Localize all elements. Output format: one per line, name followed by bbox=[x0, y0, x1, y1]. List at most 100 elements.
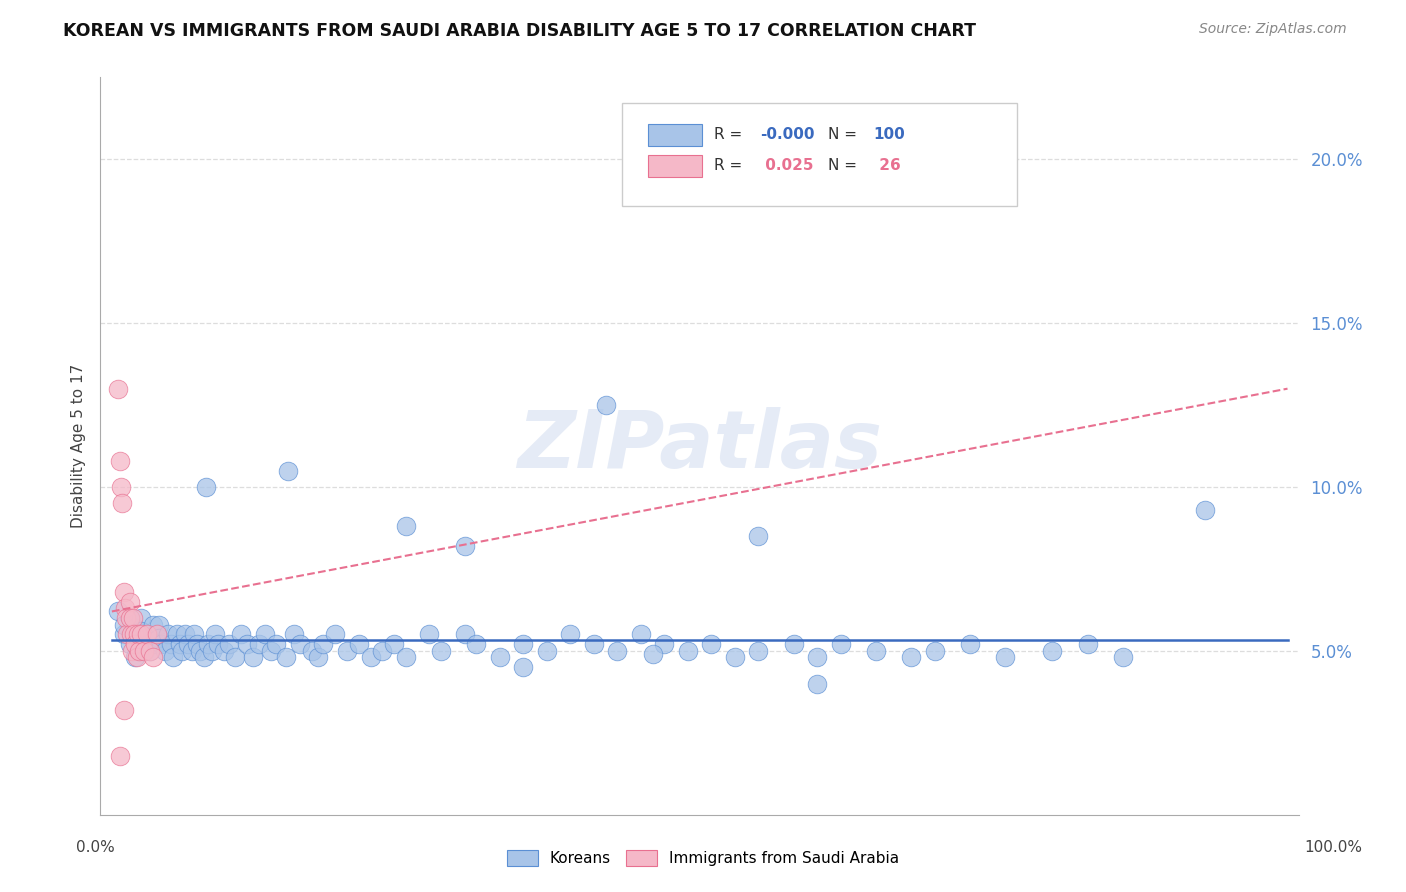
Point bbox=[924, 644, 946, 658]
Point bbox=[118, 637, 141, 651]
Point bbox=[1040, 644, 1063, 658]
Point bbox=[150, 637, 173, 651]
Point bbox=[360, 650, 382, 665]
Point bbox=[724, 650, 747, 665]
Point bbox=[122, 611, 145, 625]
Point bbox=[173, 627, 195, 641]
Point bbox=[641, 647, 664, 661]
Text: R =: R = bbox=[714, 159, 747, 173]
Point bbox=[188, 644, 211, 658]
Point bbox=[128, 644, 150, 658]
Text: 0.025: 0.025 bbox=[759, 159, 813, 173]
Point bbox=[453, 627, 475, 641]
Point bbox=[247, 637, 270, 651]
Point bbox=[806, 676, 828, 690]
Point bbox=[193, 650, 215, 665]
Point bbox=[395, 650, 418, 665]
Text: ZIPatlas: ZIPatlas bbox=[517, 407, 882, 485]
Text: KOREAN VS IMMIGRANTS FROM SAUDI ARABIA DISABILITY AGE 5 TO 17 CORRELATION CHART: KOREAN VS IMMIGRANTS FROM SAUDI ARABIA D… bbox=[63, 22, 976, 40]
Point bbox=[1112, 650, 1135, 665]
Point bbox=[118, 594, 141, 608]
Point bbox=[194, 480, 217, 494]
Point bbox=[111, 496, 134, 510]
FancyBboxPatch shape bbox=[648, 155, 702, 177]
Point bbox=[138, 644, 160, 658]
Legend: Koreans, Immigrants from Saudi Arabia: Koreans, Immigrants from Saudi Arabia bbox=[499, 842, 907, 873]
Point bbox=[204, 627, 226, 641]
Point bbox=[169, 637, 191, 651]
Point bbox=[347, 637, 370, 651]
Point bbox=[120, 627, 142, 641]
Point bbox=[112, 584, 135, 599]
Point bbox=[107, 604, 129, 618]
Point bbox=[218, 637, 240, 651]
Point bbox=[129, 627, 152, 641]
Point bbox=[118, 611, 141, 625]
Point bbox=[136, 637, 159, 651]
Point bbox=[172, 644, 194, 658]
Point bbox=[132, 644, 155, 658]
Point bbox=[177, 637, 200, 651]
Point bbox=[112, 617, 135, 632]
Text: 26: 26 bbox=[873, 159, 900, 173]
Point bbox=[582, 637, 605, 651]
FancyBboxPatch shape bbox=[648, 124, 702, 146]
Text: Source: ZipAtlas.com: Source: ZipAtlas.com bbox=[1199, 22, 1347, 37]
Text: 100.0%: 100.0% bbox=[1303, 840, 1362, 855]
Point bbox=[959, 637, 981, 651]
Point bbox=[382, 637, 405, 651]
Point bbox=[307, 650, 329, 665]
Point bbox=[512, 637, 534, 651]
Point bbox=[783, 637, 806, 651]
Point bbox=[153, 644, 176, 658]
Point bbox=[124, 650, 146, 665]
Point bbox=[129, 624, 152, 639]
Text: N =: N = bbox=[828, 128, 862, 143]
Point bbox=[224, 650, 246, 665]
Point bbox=[288, 637, 311, 651]
Point bbox=[465, 637, 488, 651]
Point bbox=[180, 644, 202, 658]
Point bbox=[630, 627, 652, 641]
Point bbox=[242, 650, 264, 665]
Point bbox=[301, 644, 323, 658]
Point bbox=[253, 627, 276, 641]
Point bbox=[112, 627, 135, 641]
Point bbox=[108, 454, 131, 468]
Point bbox=[186, 637, 208, 651]
Point bbox=[197, 637, 219, 651]
Point bbox=[134, 644, 156, 658]
Point bbox=[145, 627, 167, 641]
Point bbox=[129, 637, 152, 651]
Y-axis label: Disability Age 5 to 17: Disability Age 5 to 17 bbox=[72, 364, 86, 528]
Point bbox=[145, 637, 167, 651]
Point bbox=[127, 631, 149, 645]
Point bbox=[747, 644, 769, 658]
Point bbox=[129, 611, 152, 625]
Point bbox=[115, 627, 138, 641]
Point bbox=[806, 650, 828, 665]
Point bbox=[127, 627, 149, 641]
Point bbox=[148, 631, 170, 645]
Point bbox=[1077, 637, 1099, 651]
Point bbox=[115, 611, 138, 625]
Point bbox=[336, 644, 359, 658]
Point bbox=[654, 637, 676, 651]
Point bbox=[865, 644, 887, 658]
Point bbox=[212, 644, 235, 658]
Point bbox=[183, 627, 205, 641]
Text: N =: N = bbox=[828, 159, 862, 173]
Point bbox=[201, 644, 224, 658]
Point bbox=[900, 650, 922, 665]
Point bbox=[112, 703, 135, 717]
Point bbox=[266, 637, 288, 651]
Point bbox=[277, 464, 299, 478]
Point bbox=[536, 644, 558, 658]
Point bbox=[136, 627, 159, 641]
Point bbox=[122, 627, 145, 641]
Point bbox=[418, 627, 440, 641]
Point bbox=[1194, 503, 1216, 517]
Point bbox=[122, 627, 145, 641]
Point bbox=[162, 650, 184, 665]
Point bbox=[121, 644, 143, 658]
